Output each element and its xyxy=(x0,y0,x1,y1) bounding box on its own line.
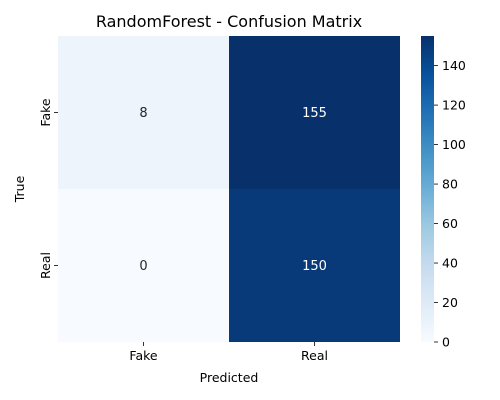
colorbar-tick-label: 100 xyxy=(442,137,466,152)
x-tick-label: Fake xyxy=(129,348,157,363)
heatmap-cells: 8 155 0 150 xyxy=(58,36,400,342)
chart-title: RandomForest - Confusion Matrix xyxy=(96,12,362,31)
cell-value-label: 0 xyxy=(139,259,147,274)
colorbar-tick-label: 60 xyxy=(442,216,458,231)
colorbar-tick-label: 20 xyxy=(442,295,458,310)
heatmap-cell-fake-real xyxy=(229,36,400,189)
heatmap-cell-real-fake xyxy=(58,189,229,342)
colorbar-tick-label: 80 xyxy=(442,177,458,192)
colorbar-tick-label: 120 xyxy=(442,98,466,113)
cell-value-label: 155 xyxy=(302,106,327,121)
colorbar-tick-label: 0 xyxy=(442,335,450,350)
heatmap-cell-fake-fake xyxy=(58,36,229,189)
heatmap-cell-real-real xyxy=(229,189,400,342)
colorbar-gradient xyxy=(421,36,434,342)
colorbar-tick-label: 40 xyxy=(442,256,458,271)
x-axis: Fake Real xyxy=(129,342,328,363)
colorbar-tick-label: 140 xyxy=(442,58,466,73)
cell-value-label: 8 xyxy=(139,106,147,121)
y-tick-label: Fake xyxy=(38,98,53,126)
y-axis-label: True xyxy=(12,175,27,203)
x-axis-label: Predicted xyxy=(200,370,259,385)
colorbar: 0 20 40 60 80 100 120 140 xyxy=(421,36,466,350)
y-axis: Fake Real xyxy=(38,98,58,279)
y-tick-label: Real xyxy=(38,252,53,279)
x-tick-label: Real xyxy=(301,348,328,363)
cell-value-label: 150 xyxy=(302,259,327,274)
